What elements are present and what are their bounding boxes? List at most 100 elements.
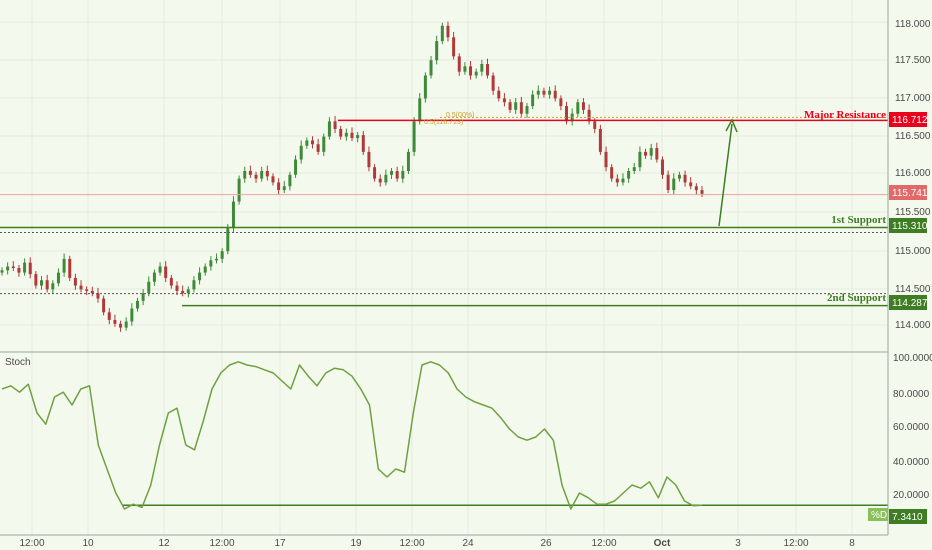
candle-body xyxy=(164,266,168,278)
candle-body xyxy=(85,289,89,291)
candle-body xyxy=(401,170,405,179)
second-support-tag-text: 114.287 xyxy=(892,298,928,309)
candle-body xyxy=(271,176,275,183)
candle-body xyxy=(440,25,444,42)
candle-body xyxy=(198,272,202,281)
candle-body xyxy=(113,319,117,324)
candle-body xyxy=(6,266,10,271)
candle-body xyxy=(107,312,111,320)
candle-body xyxy=(237,178,241,202)
candle-body xyxy=(390,170,394,175)
price-tick: 117.500 xyxy=(895,55,931,66)
candle-body xyxy=(593,121,597,129)
candle-body xyxy=(615,178,619,183)
candle-body xyxy=(621,178,625,183)
candle-body xyxy=(327,121,331,137)
candle-body xyxy=(581,102,585,110)
candle-body xyxy=(181,290,185,294)
second-support-tag: 114.287 xyxy=(889,295,928,310)
candle-body xyxy=(514,102,518,110)
candle-body xyxy=(384,174,388,183)
candle-body xyxy=(124,321,128,328)
current-price-tag: 115.741 xyxy=(889,185,928,200)
first-support-tag: 115.310 xyxy=(889,218,928,233)
candle-body xyxy=(28,262,32,275)
resistance-tag: 116.712 xyxy=(889,112,928,127)
candle-body xyxy=(23,262,27,273)
candle-body xyxy=(265,170,269,177)
candle-body xyxy=(604,151,608,168)
second-support-label: 2nd Support xyxy=(827,292,886,304)
candle-body xyxy=(525,106,529,114)
candle-body xyxy=(277,182,281,191)
candle-body xyxy=(158,266,162,273)
time-tick: 12:00 xyxy=(399,538,424,549)
candle-body xyxy=(373,167,377,179)
first-support-tag-text: 115.310 xyxy=(892,221,928,232)
candle-body xyxy=(694,186,698,191)
candle-body xyxy=(491,75,495,91)
candle-body xyxy=(90,290,94,294)
candle-body xyxy=(147,281,151,294)
candle-body xyxy=(288,174,292,187)
oscillator-tick: 40.0000 xyxy=(893,457,930,468)
time-tick: 19 xyxy=(350,538,362,549)
candle-body xyxy=(209,260,213,267)
candle-body xyxy=(68,258,72,278)
candle-body xyxy=(73,277,77,286)
candle-body xyxy=(435,41,439,61)
candle-body xyxy=(587,109,591,122)
time-tick: 3 xyxy=(735,538,741,549)
candle-body xyxy=(152,272,156,282)
candle-body xyxy=(565,106,569,122)
fib-label-small: 0.5(00%) xyxy=(446,112,474,119)
candle-body xyxy=(649,148,653,156)
candle-body xyxy=(666,174,670,191)
candle-body xyxy=(231,201,235,229)
candle-body xyxy=(367,151,371,168)
candle-body xyxy=(45,280,49,290)
candle-body xyxy=(683,174,687,183)
candle-body xyxy=(519,102,523,114)
price-tick: 115.000 xyxy=(895,246,931,257)
candle-body xyxy=(689,182,693,187)
oscillator-series-line xyxy=(1,361,703,510)
candle-body xyxy=(627,170,631,179)
candle-body xyxy=(0,270,4,273)
grid xyxy=(0,0,888,535)
price-tick: 117.000 xyxy=(895,93,931,104)
oscillator-series-tag-text: %D xyxy=(871,510,887,521)
candle-body xyxy=(203,266,207,273)
candle-body xyxy=(186,289,190,294)
candle-body xyxy=(423,75,427,99)
candle-body xyxy=(243,170,247,179)
time-tick: 10 xyxy=(82,538,94,549)
candle-body xyxy=(339,128,343,137)
candle-body xyxy=(344,132,348,137)
candle-body xyxy=(502,98,506,103)
candle-body xyxy=(429,60,433,76)
oscillator-tick: 20.0000 xyxy=(893,490,930,501)
candle-body xyxy=(215,258,219,261)
candle-body xyxy=(299,145,303,160)
candle-body xyxy=(378,178,382,183)
price-tick: 118.000 xyxy=(895,19,931,30)
up-arrow-icon xyxy=(718,118,738,227)
candle-body xyxy=(169,277,173,286)
candle-body xyxy=(638,151,642,168)
level-lines xyxy=(0,116,888,307)
oscillator-series-tag: %D xyxy=(868,508,888,521)
candle-body xyxy=(40,280,44,286)
candle-body xyxy=(254,174,258,179)
price-tick: 114.500 xyxy=(895,284,931,295)
candle-body xyxy=(548,90,552,95)
candle-body xyxy=(660,159,664,175)
price-tick: 114.000 xyxy=(895,320,931,331)
oscillator-tick: 60.0000 xyxy=(893,422,930,433)
candle-body xyxy=(96,293,100,299)
candle-body xyxy=(316,144,320,152)
candle-body xyxy=(260,170,264,179)
current-price-tag-text: 115.741 xyxy=(892,188,928,199)
